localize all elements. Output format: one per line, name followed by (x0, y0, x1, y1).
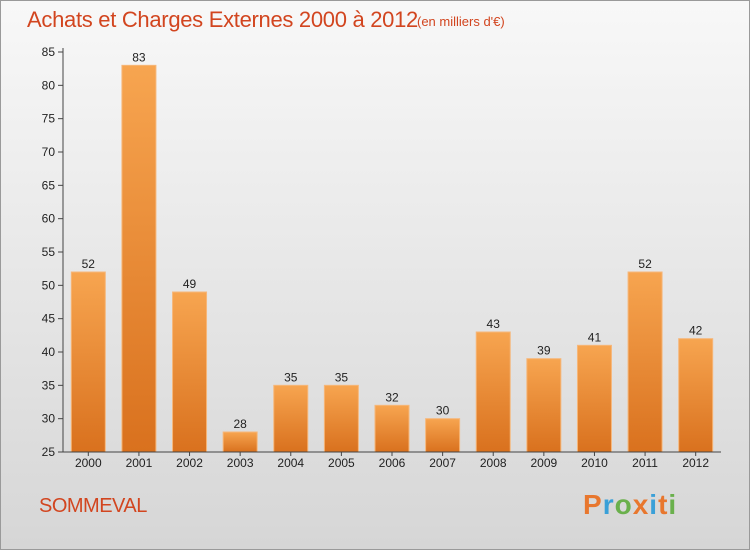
x-tick-label-2006: 2006 (379, 456, 406, 470)
x-tick-label-2004: 2004 (277, 456, 304, 470)
value-label-2001: 83 (132, 50, 146, 64)
bar-2008 (475, 331, 511, 453)
y-tick-label: 75 (42, 112, 56, 126)
value-label-2006: 32 (385, 390, 399, 404)
x-tick-label-2000: 2000 (75, 456, 102, 470)
y-tick-label: 65 (42, 178, 56, 192)
y-tick-label: 70 (42, 145, 56, 159)
chart-subtitle: (en milliers d'€) (417, 14, 505, 29)
y-tick-label: 30 (42, 412, 56, 426)
y-tick-label: 45 (42, 312, 56, 326)
bar-2003 (222, 431, 258, 453)
x-tick-label-2005: 2005 (328, 456, 355, 470)
y-tick-label: 50 (42, 278, 56, 292)
y-tick-label: 85 (42, 45, 56, 59)
value-label-2004: 35 (284, 370, 298, 384)
value-label-2010: 41 (588, 330, 602, 344)
x-tick-label-2007: 2007 (429, 456, 456, 470)
value-label-2009: 39 (537, 344, 551, 358)
bar-2011 (627, 271, 663, 453)
commune-name: SOMMEVAL (39, 495, 147, 517)
bars: 52 83 49 28 35 35 32 30 43 39 41 52 42 (70, 50, 714, 453)
x-tick-label-2010: 2010 (581, 456, 608, 470)
bar-2002 (172, 291, 208, 453)
bar-2012 (678, 338, 714, 453)
value-label-2002: 49 (183, 277, 197, 291)
value-label-2012: 42 (689, 324, 703, 338)
y-tick-label: 80 (42, 78, 56, 92)
bar-2006 (374, 404, 410, 453)
logo-letter: t (658, 489, 669, 520)
x-tick-label-2009: 2009 (530, 456, 557, 470)
value-label-2003: 28 (233, 417, 247, 431)
logo-letter: i (668, 489, 678, 520)
y-tick-label: 35 (42, 378, 56, 392)
logo-letter: i (649, 489, 659, 520)
x-tick-label-2012: 2012 (682, 456, 709, 470)
value-label-2005: 35 (335, 370, 349, 384)
bar-2007 (425, 418, 461, 453)
x-tick-label-2008: 2008 (480, 456, 507, 470)
y-tick-label: 40 (42, 345, 56, 359)
logo-letter: x (632, 489, 650, 520)
chart-title: Achats et Charges Externes 2000 à 2012 (27, 7, 418, 32)
bar-2010 (576, 344, 612, 453)
y-axis: 25 30 35 40 45 50 55 60 65 70 75 80 85 (42, 45, 64, 459)
logo-letter: P (583, 489, 603, 520)
proxiti-logo[interactable]: Proxiti (583, 489, 677, 521)
bar-2000 (70, 271, 106, 453)
value-label-2007: 30 (436, 404, 450, 418)
x-tick-label-2003: 2003 (227, 456, 254, 470)
value-label-2000: 52 (82, 257, 96, 271)
bar-2001 (121, 64, 157, 453)
bar-2009 (526, 358, 562, 453)
value-label-2011: 52 (638, 257, 652, 271)
y-tick-label: 55 (42, 245, 56, 259)
y-tick-label: 60 (42, 212, 56, 226)
value-label-2008: 43 (487, 317, 501, 331)
logo-letter: o (614, 489, 633, 520)
bar-2005 (323, 384, 359, 453)
y-tick-label: 25 (42, 445, 56, 459)
x-tick-label-2002: 2002 (176, 456, 203, 470)
x-axis: 2000 2001 2002 2003 2004 2005 2006 2007 2008 2009… (63, 451, 721, 470)
x-tick-label-2011: 2011 (632, 456, 658, 470)
logo-letter: r (602, 489, 615, 520)
bar-2004 (273, 384, 309, 453)
x-tick-label-2001: 2001 (126, 456, 153, 470)
